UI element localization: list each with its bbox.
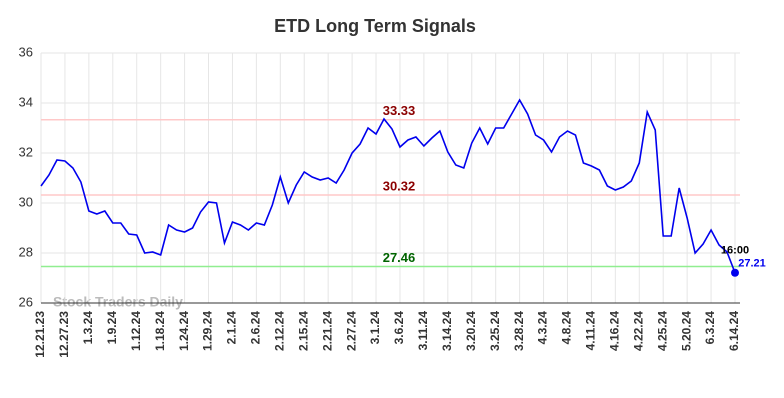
price-line (40, 98, 736, 274)
x-tick-label: 12.21.23 (33, 311, 47, 358)
x-tick-label: 5.20.24 (679, 311, 693, 351)
x-tick-label: 3.6.24 (392, 311, 406, 345)
last-time-label: 16:00 (721, 245, 749, 257)
reference-label: 30.32 (383, 178, 416, 193)
x-tick-label: 2.1.24 (225, 311, 239, 345)
chart-title: ETD Long Term Signals (274, 16, 476, 36)
x-tick-label: 4.16.24 (608, 311, 622, 351)
y-tick-label: 34 (19, 94, 33, 109)
x-tick-label: 3.20.24 (464, 311, 478, 351)
x-tick-label: 1.12.24 (129, 311, 143, 351)
reference-label: 27.46 (383, 250, 416, 265)
x-tick-label: 3.1.24 (368, 311, 382, 345)
x-tick-label: 2.21.24 (320, 311, 334, 351)
x-tick-label: 3.25.24 (488, 311, 502, 351)
x-tick-label: 1.3.24 (81, 311, 95, 345)
y-tick-label: 32 (19, 144, 33, 159)
x-tick-label: 4.3.24 (536, 311, 550, 345)
y-tick-label: 30 (19, 194, 33, 209)
y-tick-label: 36 (19, 44, 33, 59)
y-tick-label: 26 (19, 294, 33, 309)
x-tick-label: 2.27.24 (344, 311, 358, 351)
last-value-label: 27.21 (738, 258, 766, 270)
x-tick-label: 4.22.24 (631, 311, 645, 351)
x-tick-label: 12.27.23 (57, 311, 71, 358)
x-tick-label: 2.6.24 (249, 311, 263, 345)
reference-label: 33.33 (383, 103, 416, 118)
last-point (731, 268, 739, 277)
x-tick-label: 3.11.24 (416, 311, 430, 351)
y-tick-label: 28 (19, 244, 33, 259)
x-tick-label: 1.24.24 (177, 311, 191, 351)
x-tick-label: 1.9.24 (105, 311, 119, 345)
x-tick-label: 3.14.24 (440, 311, 454, 351)
x-tick-label: 4.8.24 (560, 311, 574, 345)
x-tick-label: 1.29.24 (201, 311, 215, 351)
x-tick-label: 6.14.24 (727, 311, 741, 351)
x-tick-label: 2.15.24 (296, 311, 310, 351)
x-tick-label: 2.12.24 (272, 311, 286, 351)
x-tick-label: 1.18.24 (153, 311, 167, 351)
x-tick-label: 4.25.24 (655, 311, 669, 351)
x-tick-label: 4.11.24 (584, 311, 598, 351)
x-tick-label: 6.3.24 (703, 311, 717, 345)
x-tick-label: 3.28.24 (512, 311, 526, 351)
watermark: Stock Traders Daily (53, 294, 183, 310)
